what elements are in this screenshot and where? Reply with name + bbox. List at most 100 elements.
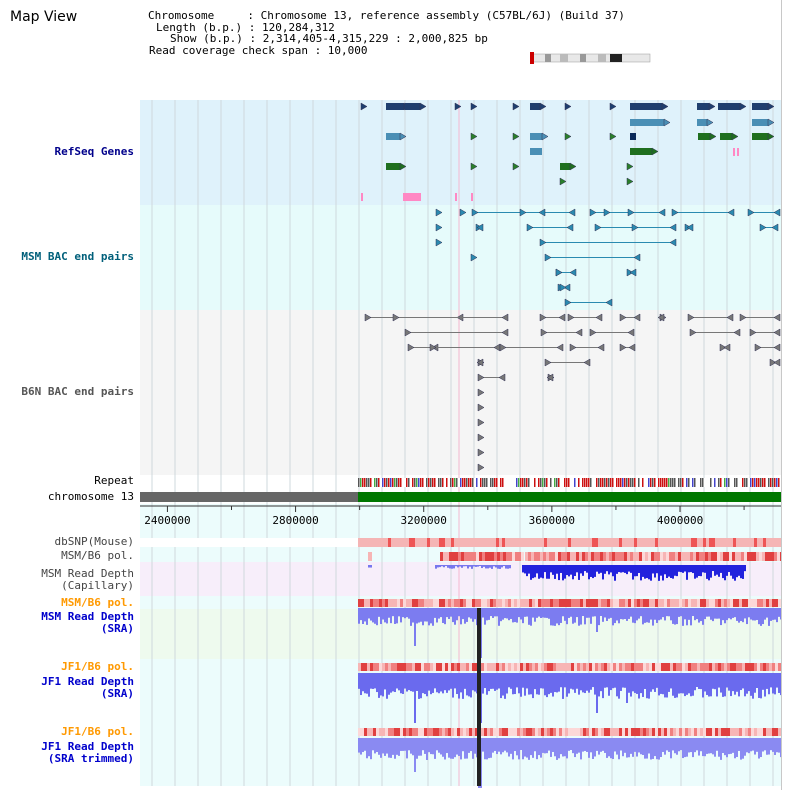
track-label-panel [0,0,140,790]
jf1-b6-pol-trim-bin [550,728,553,736]
track-label-line: MSM Read Depth [41,610,134,623]
jf1-depth-trim-bar [682,738,684,759]
msm-depth-sra-bar [604,608,606,618]
msm-b6-pol-sra-bin [427,599,430,607]
jf1-b6-pol-trim-bin [628,728,631,736]
msm-b6-pol-bin [549,552,552,561]
jf1-b6-pol-trim-bin [433,728,436,736]
msm-depth-sra-bar [548,608,550,619]
jf1-b6-pol-trim-bin [415,728,418,736]
dbsnp-bin [607,538,610,547]
jf1-b6-pol-bin [742,663,745,671]
msm-b6-pol-sra-bin [715,599,718,607]
jf1-depth-trim-bar [568,738,570,751]
track-label-msm-bac[interactable]: MSM BAC end pairs [21,250,134,263]
jf1-depth-sra-bar [366,673,368,694]
repeat-element [440,478,442,487]
dbsnp-bin [700,538,703,547]
repeat-element [664,478,666,487]
msm-depth-sra-bar [368,608,370,619]
track-label-jf1-depth-sra[interactable]: JF1 Read Depth (SRA) [0,676,134,700]
bac-end-arrow [429,343,437,352]
msm-b6-pol-sra-bin [448,599,451,607]
msm-depth-cap-bar [570,565,572,575]
jf1-b6-pol-bin [643,663,646,671]
jf1-b6-pol-bin [496,663,499,671]
jf1-depth-sra-bar [422,673,424,694]
msm-depth-sra-bar [516,608,518,623]
msm-b6-pol-sra-bin [676,599,679,607]
track-label-jf1-b6-pol[interactable]: JF1/B6 pol. [61,660,134,673]
msm-depth-sra-bar [652,608,654,626]
msm-depth-sra-bar [720,608,722,626]
bac-end-arrow [477,448,485,457]
jf1-b6-pol-bin [409,663,412,671]
refseq-gene [386,103,404,110]
dbsnp-bin [712,538,715,547]
jf1-b6-pol-bin [538,663,541,671]
refseq-gene [530,103,540,110]
msm-depth-sra-bar [658,608,660,621]
jf1-b6-pol-trim-bin [664,728,667,736]
msm-b6-pol-bin [518,552,521,561]
vertical-scrollbar[interactable] [781,0,800,790]
jf1-depth-trim-bar [716,738,718,751]
track-label-jf1-depth-trim[interactable]: JF1 Read Depth (SRA trimmed) [0,741,134,765]
track-label-repeat[interactable]: Repeat [94,474,134,487]
track-label-refseq[interactable]: RefSeq Genes [54,145,134,158]
msm-depth-cap-bar [562,565,564,581]
dbsnp-bin [727,538,730,547]
dbsnp-bin [460,538,463,547]
jf1-b6-pol-bin [724,663,727,671]
jf1-depth-sra-bar [662,673,664,695]
repeat-element [692,478,694,487]
jf1-depth-trim-bar [466,738,468,759]
bac-end-arrow [631,223,639,232]
gene-strand-arrow [512,102,520,111]
jf1-depth-trim-bar [590,738,592,753]
jf1-depth-sra-bar [598,673,600,697]
msm-b6-pol-bin [696,552,699,561]
jf1-depth-trim-bar [382,738,384,754]
jf1-depth-sra-bar [566,673,568,697]
jf1-b6-pol-bin [514,663,517,671]
msm-b6-pol-sra-bin [394,599,397,607]
track-label-msm-b6-pol-sra[interactable]: MSM/B6 pol. [61,596,134,609]
jf1-b6-pol-bin [685,663,688,671]
msm-depth-cap-bar [560,565,562,573]
jf1-depth-trim-bar [584,738,586,751]
jf1-b6-pol-bin [361,663,364,671]
bac-end-arrow [567,313,575,322]
msm-b6-pol-sra-bin [463,599,466,607]
dbsnp-bin [526,538,529,547]
jf1-depth-trim-bar [514,738,516,752]
jf1-depth-sra-bar [700,673,702,690]
msm-depth-cap-bar [493,565,495,567]
jf1-depth-trim-bar [554,738,556,757]
jf1-depth-sra-bar [646,673,648,699]
track-label-msm-depth-sra[interactable]: MSM Read Depth (SRA) [0,611,134,635]
track-label-msm-depth-cap[interactable]: MSM Read Depth (Capillary) [0,568,134,592]
msm-depth-cap-bar [604,565,606,574]
dbsnp-bin [772,538,775,547]
jf1-depth-sra-bar [572,673,574,690]
bac-end-arrow [583,358,591,367]
msm-b6-pol-bin [717,552,720,561]
refseq-gene [752,119,768,126]
msm-b6-pol-sra-bin [391,599,394,607]
jf1-depth-trim-bar [454,738,456,758]
msm-depth-sra-bar [656,608,658,623]
repeat-element [742,478,744,487]
dbsnp-bin [412,538,415,547]
msm-depth-cap-bar [528,565,530,574]
dbsnp-bin [751,538,754,547]
msm-depth-cap-bar [582,565,584,576]
jf1-b6-pol-bin [736,663,739,671]
track-label-jf1-b6-pol-trim[interactable]: JF1/B6 pol. [61,725,134,738]
jf1-b6-pol-bin [472,663,475,671]
track-label-dbsnp[interactable]: dbSNP(Mouse) [54,535,134,548]
track-label-b6n-bac[interactable]: B6N BAC end pairs [21,385,134,398]
jf1-depth-sra-bar [380,673,382,696]
track-label-msm-b6-pol-cap[interactable]: MSM/B6 pol. [61,549,134,562]
